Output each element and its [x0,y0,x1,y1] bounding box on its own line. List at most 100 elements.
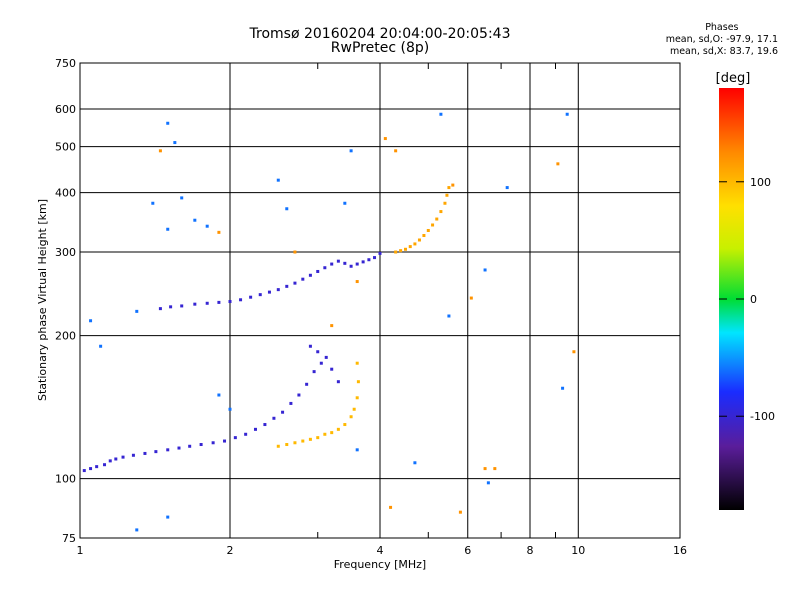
phase-stats-title: Phases [705,22,739,33]
data-point [565,112,569,116]
x-tick-label: 10 [571,544,585,557]
data-point [355,396,359,400]
x-axis-label: Frequency [MHz] [334,558,426,571]
data-points [82,112,576,532]
data-point [403,247,407,251]
data-point [426,228,430,232]
axis-ticks: 1 2 4 6 8 10 16 75 100 200 300 400 500 600 750 [55,57,687,557]
data-point [330,367,334,371]
data-point [443,201,447,205]
data-point [349,149,353,153]
data-point [319,361,323,365]
data-point [435,217,439,221]
data-point [135,528,139,532]
data-point [361,260,365,264]
data-point [352,407,356,411]
y-tick-label: 200 [55,330,76,343]
data-point [343,261,347,265]
data-point [89,319,93,323]
data-point [355,448,359,452]
data-point [301,439,305,443]
data-point [356,380,360,384]
data-point [469,296,473,300]
data-point [431,223,435,227]
data-point [439,112,443,116]
data-point [151,201,155,205]
data-point [114,457,118,461]
phase-stats-x: mean, sd,X: 83.7, 19.6 [669,46,778,57]
data-point [349,415,353,419]
data-point [394,149,398,153]
data-point [316,269,320,273]
data-point [417,238,421,242]
data-point [166,121,170,125]
data-point [413,242,417,246]
y-tick-label: 500 [55,141,76,154]
x-tick-label: 16 [673,544,687,557]
data-point [188,444,192,448]
data-point [166,448,170,452]
data-point [343,201,347,205]
data-point [330,324,334,328]
data-point [355,361,359,365]
data-point [324,355,328,359]
data-point [378,251,382,255]
data-point [447,314,451,318]
data-point [447,186,451,190]
data-point [373,256,377,260]
data-point [285,443,289,447]
data-point [249,295,253,299]
data-point [383,137,387,141]
data-point [445,193,449,197]
data-point [308,273,312,277]
data-point [143,451,147,455]
data-point [205,301,209,305]
data-point [217,230,221,234]
y-axis-label: Stationary phase Virtual Height [km] [36,199,49,401]
data-point [493,467,497,471]
data-point [217,393,221,397]
data-point [258,293,262,297]
data-point [199,443,203,447]
plot-frame [79,62,681,539]
colorbar-ticks: 100 0 -100 [719,176,775,423]
data-point [135,309,139,313]
data-point [233,436,237,440]
data-point [276,444,280,448]
data-point [154,450,158,454]
data-point [293,281,297,285]
y-tick-label: 400 [55,187,76,200]
data-point [276,178,280,182]
data-point [312,370,316,374]
data-point [439,210,443,214]
y-tick-label: 75 [62,532,76,545]
data-point [561,386,565,390]
data-point [177,446,181,450]
grid-lines [80,63,680,538]
data-point [316,436,320,440]
data-point [108,459,112,463]
data-point [408,245,412,249]
data-point [285,284,289,288]
data-point [572,350,576,354]
y-tick-label: 100 [55,473,76,486]
data-point [367,258,371,262]
data-point [193,302,197,306]
data-point [239,298,243,302]
data-point [82,469,86,473]
data-point [99,344,103,348]
data-point [223,439,227,443]
data-point [217,300,221,304]
data-point [451,183,455,187]
colorbar-tick-label: -100 [750,410,775,423]
data-point [486,481,490,485]
data-point [205,224,209,228]
x-tick-label: 2 [227,544,234,557]
data-point [267,290,271,294]
data-point [158,307,162,311]
data-point [458,510,462,514]
data-point [301,277,305,281]
chart-title: Tromsø 20160204 20:04:00-20:05:43 [249,26,511,42]
data-point [289,401,293,405]
data-point [394,250,398,254]
